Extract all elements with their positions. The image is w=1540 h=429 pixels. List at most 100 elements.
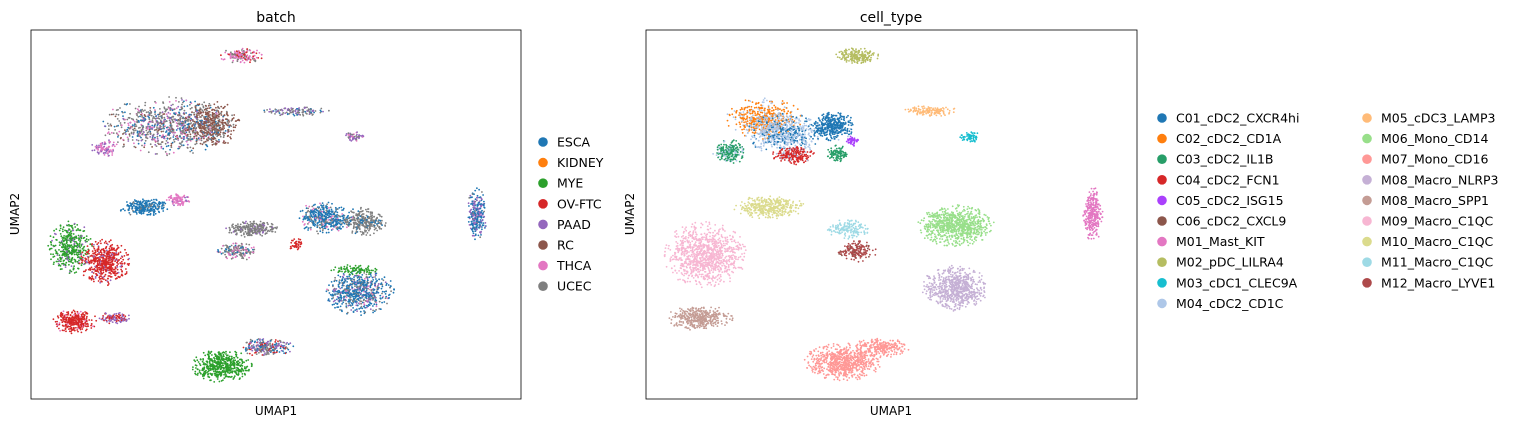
scatter-point xyxy=(253,51,256,54)
scatter-point xyxy=(116,268,119,271)
scatter-point xyxy=(342,225,344,228)
scatter-point xyxy=(353,290,356,293)
scatter-point xyxy=(294,245,297,248)
scatter-point xyxy=(172,115,175,118)
scatter-point xyxy=(190,138,193,141)
scatter-point xyxy=(167,141,169,144)
scatter-point xyxy=(307,217,309,220)
scatter-point xyxy=(261,234,263,237)
scatter-point xyxy=(214,120,217,123)
scatter-point xyxy=(341,222,343,225)
scatter-point xyxy=(218,107,221,110)
scatter-point xyxy=(108,251,111,254)
scatter-point xyxy=(222,128,224,131)
scatter-point xyxy=(218,113,221,116)
scatter-point xyxy=(168,153,171,155)
scatter-point xyxy=(376,229,378,232)
scatter-point xyxy=(108,275,111,277)
scatter-point xyxy=(186,118,189,121)
scatter-point xyxy=(297,244,300,246)
scatter-point xyxy=(114,260,116,263)
scatter-point xyxy=(156,135,159,138)
scatter-point xyxy=(103,148,106,151)
scatter-point xyxy=(357,218,360,220)
scatter-point xyxy=(333,215,336,218)
scatter-point xyxy=(63,248,65,251)
scatter-point xyxy=(335,227,338,230)
scatter-point xyxy=(349,304,351,307)
scatter-point xyxy=(270,228,273,231)
scatter-point xyxy=(194,100,197,103)
scatter-point xyxy=(169,113,172,115)
scatter-point xyxy=(354,221,357,224)
scatter-point xyxy=(341,213,344,215)
scatter-point xyxy=(154,143,157,146)
scatter-point xyxy=(80,255,83,258)
scatter-point xyxy=(142,116,145,119)
scatter-point xyxy=(211,115,214,118)
scatter-point xyxy=(341,286,343,289)
scatter-point xyxy=(348,277,351,280)
scatter-point xyxy=(233,50,236,53)
scatter-point xyxy=(220,105,223,108)
scatter-point xyxy=(65,235,67,238)
scatter-point xyxy=(62,262,65,265)
scatter-point xyxy=(347,285,350,288)
scatter-point xyxy=(199,116,201,118)
scatter-point xyxy=(165,108,168,111)
scatter-point xyxy=(178,119,181,122)
scatter-point xyxy=(362,295,364,298)
scatter-point xyxy=(258,228,261,230)
scatter-point xyxy=(178,122,180,124)
scatter-point xyxy=(120,209,122,211)
scatter-point xyxy=(205,118,208,121)
scatter-point xyxy=(250,228,252,231)
scatter-point xyxy=(310,111,312,114)
scatter-point xyxy=(348,134,351,137)
scatter-point xyxy=(119,265,122,268)
scatter-point xyxy=(108,267,111,270)
scatter-point xyxy=(82,270,85,273)
scatter-point xyxy=(367,305,369,308)
scatter-point xyxy=(182,138,185,141)
cluster-points xyxy=(345,131,365,142)
scatter-point xyxy=(235,50,238,53)
scatter-point xyxy=(317,207,320,210)
scatter-point xyxy=(204,148,207,151)
scatter-point xyxy=(141,132,144,135)
scatter-point xyxy=(372,299,374,301)
scatter-point xyxy=(141,108,144,111)
scatter-point xyxy=(166,115,169,118)
scatter-point xyxy=(249,221,252,223)
scatter-point xyxy=(165,131,167,134)
scatter-point xyxy=(246,57,249,59)
scatter-point xyxy=(134,121,136,123)
scatter-point xyxy=(212,113,215,115)
scatter-point xyxy=(243,61,246,64)
scatter-point xyxy=(262,229,264,232)
scatter-point xyxy=(73,242,76,245)
scatter-point xyxy=(162,207,164,210)
scatter-point xyxy=(336,208,338,211)
scatter-point xyxy=(355,302,358,304)
scatter-point xyxy=(96,266,98,268)
batch-panel-title: batch xyxy=(256,10,296,26)
scatter-point xyxy=(265,232,268,235)
scatter-point xyxy=(72,250,74,253)
scatter-point xyxy=(213,125,216,128)
scatter-point xyxy=(233,252,236,255)
scatter-point xyxy=(122,258,125,261)
cluster-points xyxy=(289,238,303,251)
scatter-point xyxy=(174,113,177,116)
scatter-point xyxy=(306,106,308,109)
scatter-point xyxy=(165,120,168,122)
scatter-point xyxy=(355,217,358,220)
scatter-point xyxy=(203,128,206,131)
scatter-point xyxy=(85,235,88,238)
scatter-point xyxy=(148,211,150,214)
scatter-point xyxy=(352,307,354,309)
scatter-point xyxy=(140,139,143,142)
scatter-point xyxy=(170,144,173,147)
scatter-point xyxy=(354,285,356,288)
